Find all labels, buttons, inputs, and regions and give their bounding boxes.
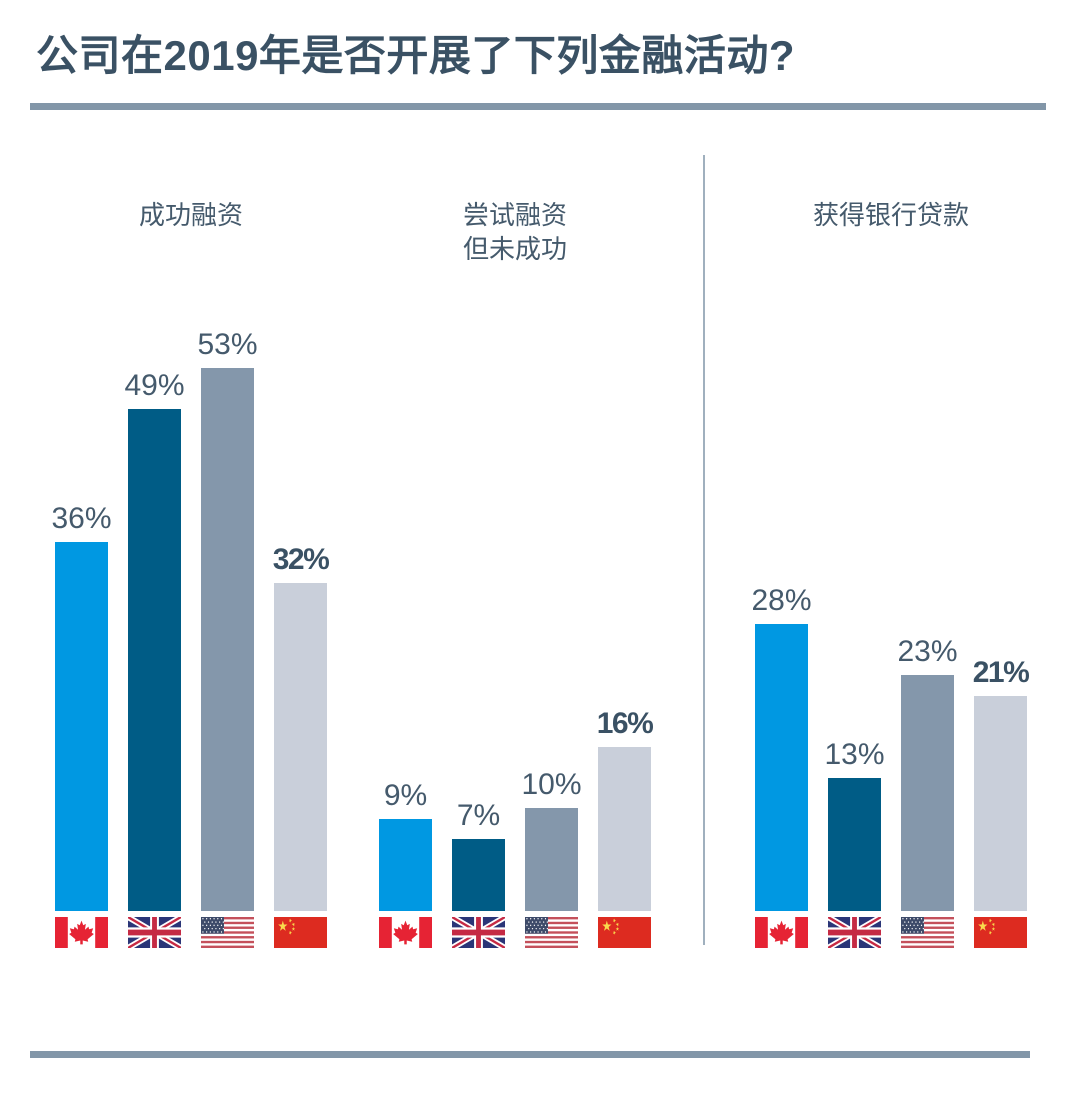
bar-uk: 49% <box>124 369 185 911</box>
bar-canada: 36% <box>51 502 112 911</box>
flag-legend-row <box>755 917 1027 948</box>
bar-canada: 28% <box>751 584 812 911</box>
bar-value-label: 53% <box>197 328 258 361</box>
bar-value-label: 28% <box>751 584 812 617</box>
bar-uk: 13% <box>824 738 885 911</box>
canada-flag-icon <box>379 917 432 948</box>
china-flag-icon <box>974 917 1027 948</box>
bottom-rule <box>30 1051 1030 1058</box>
bar-china: 16% <box>597 707 654 911</box>
china-flag-icon <box>598 917 651 948</box>
category-label: 成功融资 <box>55 198 327 232</box>
category-label-line: 成功融资 <box>138 200 243 230</box>
category-label: 获得银行贷款 <box>755 198 1027 232</box>
bar-value-label: 32% <box>272 543 330 576</box>
bar-china: 32% <box>273 543 330 911</box>
bar-value-label: 9% <box>383 779 428 812</box>
flag-legend-row <box>379 917 651 948</box>
bar-uk: 7% <box>452 799 505 911</box>
bar-group: 28% 13% 23% 21% <box>751 584 1030 911</box>
bar-usa: 10% <box>521 768 582 911</box>
group-divider <box>703 155 705 945</box>
bar-value-label: 7% <box>456 799 501 832</box>
uk-flag-icon <box>452 917 505 948</box>
usa-flag-icon <box>901 917 954 948</box>
usa-flag-icon <box>525 917 578 948</box>
bar-value-label: 21% <box>972 656 1030 689</box>
canada-flag-icon <box>755 917 808 948</box>
bar-group: 36% 49% 53% 32% <box>51 328 330 911</box>
flag-legend-row <box>55 917 327 948</box>
bar-value-label: 13% <box>824 738 885 771</box>
bar-value-label: 49% <box>124 369 185 402</box>
uk-flag-icon <box>828 917 881 948</box>
bar-canada: 9% <box>379 779 432 911</box>
usa-flag-icon <box>201 917 254 948</box>
title-rule <box>30 103 1046 110</box>
canada-flag-icon <box>55 917 108 948</box>
category-label-line: 获得银行贷款 <box>812 200 969 230</box>
bar-value-label: 36% <box>51 502 112 535</box>
bar-usa: 53% <box>197 328 258 911</box>
category-label: 尝试融资 但未成功 <box>379 198 651 266</box>
bar-group: 9% 7% 10% 16% <box>379 707 654 911</box>
category-label-line: 但未成功 <box>462 234 567 264</box>
bar-value-label: 16% <box>596 707 654 740</box>
uk-flag-icon <box>128 917 181 948</box>
bar-usa: 23% <box>897 635 958 911</box>
chart-title: 公司在2019年是否开展了下列金融活动? <box>36 32 796 79</box>
china-flag-icon <box>274 917 327 948</box>
bar-china: 21% <box>973 656 1030 911</box>
bar-value-label: 23% <box>897 635 958 668</box>
category-label-line: 尝试融资 <box>462 200 567 230</box>
bar-value-label: 10% <box>521 768 582 801</box>
